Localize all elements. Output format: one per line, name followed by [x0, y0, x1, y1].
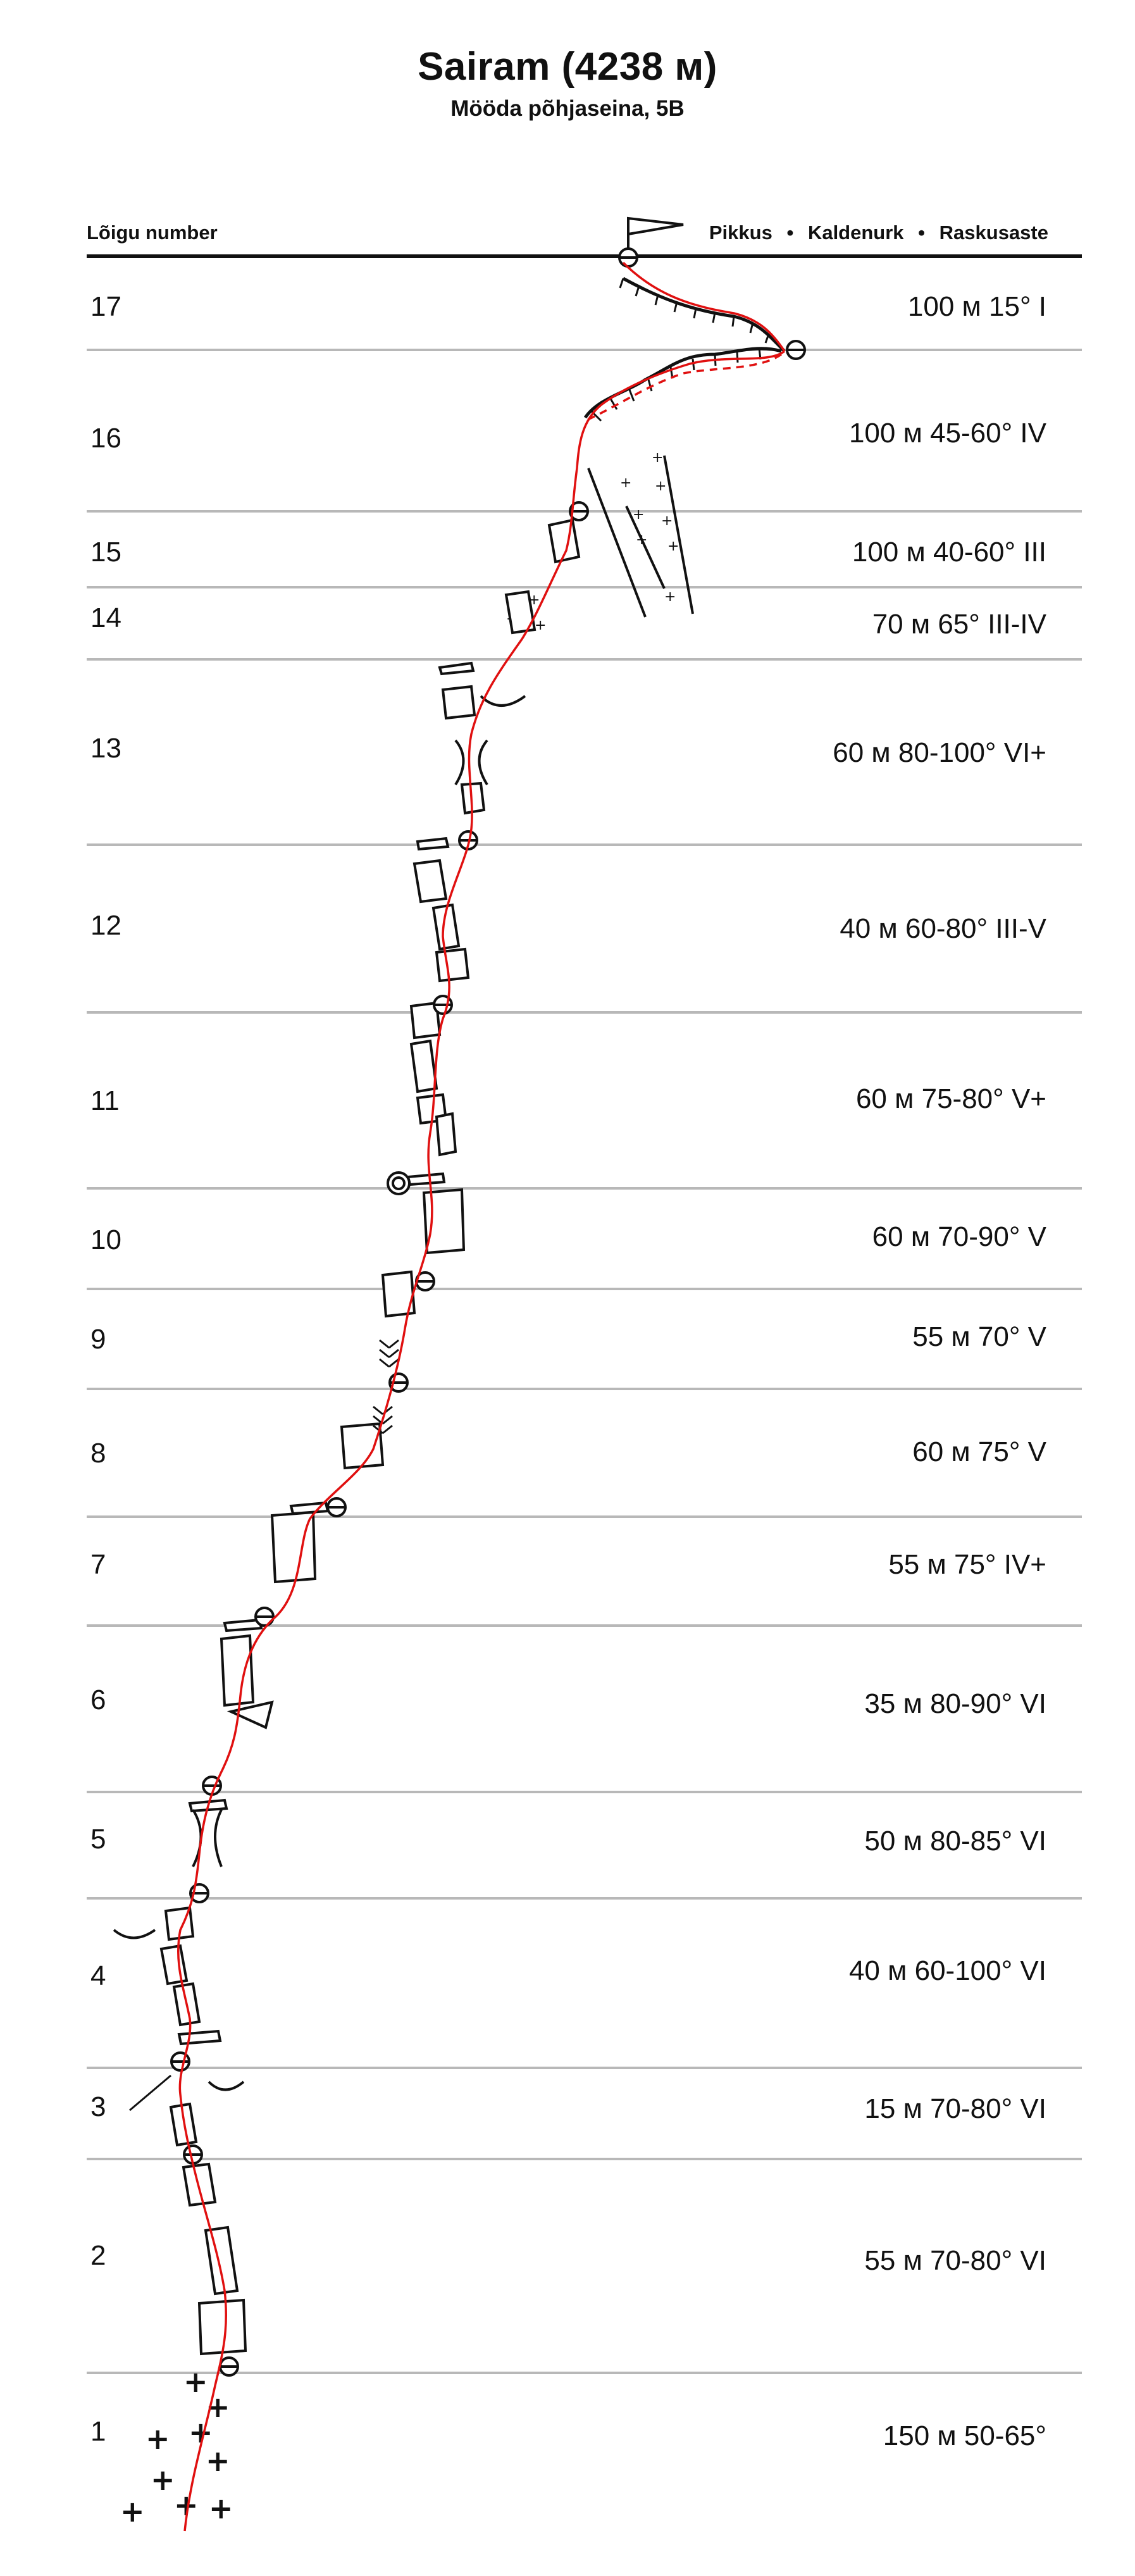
- segment-info: 150 м 50-65°: [883, 2420, 1046, 2451]
- segment-info: 50 м 80-85° VI: [864, 1826, 1046, 1857]
- svg-text:+: +: [664, 589, 676, 605]
- header-separator: •: [918, 221, 926, 244]
- bivouac-icon: [387, 1171, 411, 1195]
- segment-number: 5: [90, 1824, 106, 1855]
- belay-station-icon: [254, 1607, 275, 1627]
- segment-number: 10: [90, 1224, 121, 1255]
- svg-text:+: +: [661, 513, 673, 529]
- svg-text:+: +: [652, 450, 663, 466]
- segment-info: 100 м 45-60° IV: [848, 418, 1046, 449]
- svg-text:+: +: [636, 532, 647, 548]
- svg-text:+: +: [206, 2444, 230, 2478]
- segment-number: 16: [90, 423, 121, 454]
- svg-text:+: +: [146, 2422, 170, 2456]
- segment-info: 55 м 70-80° VI: [864, 2245, 1046, 2276]
- segment-info: 60 м 80-100° VI+: [833, 737, 1046, 768]
- svg-text:+: +: [183, 2365, 208, 2399]
- segment-info: 55 м 75° IV+: [888, 1549, 1046, 1580]
- svg-text:+: +: [535, 618, 546, 633]
- segment-number: 2: [90, 2240, 106, 2271]
- segment-number: 6: [90, 1684, 106, 1715]
- segment-info: 100 м 40-60° III: [852, 537, 1046, 568]
- segment-info: 60 м 75-80° V+: [855, 1083, 1046, 1114]
- length-header: Pikkus: [709, 221, 772, 244]
- segment-number: 1: [90, 2416, 106, 2447]
- topo-subtitle: Mööda põhjaseina, 5B: [450, 96, 685, 121]
- base-scree: +++ +++ ++ +: [120, 2365, 233, 2529]
- segment-info: 55 м 70° V: [912, 1321, 1046, 1352]
- svg-text:+: +: [120, 2494, 145, 2529]
- ice-field: [587, 455, 694, 618]
- segment-number: 12: [90, 910, 121, 941]
- belay-station-icon: [326, 1497, 347, 1517]
- svg-text:+: +: [209, 2491, 233, 2525]
- belay-station-icon: [458, 830, 478, 850]
- segment-info: 100 м 15° I: [907, 291, 1046, 322]
- route-line: [177, 261, 786, 2532]
- segment-number: 17: [90, 291, 121, 322]
- segment-number: 7: [90, 1549, 106, 1580]
- angle-header: Kaldenurk: [807, 221, 904, 244]
- belay-station-icon: [786, 340, 806, 360]
- segment-number: 11: [90, 1085, 120, 1116]
- belay-stations: [170, 247, 806, 2377]
- svg-text:+: +: [633, 507, 644, 523]
- segment-number: 15: [90, 537, 121, 568]
- svg-text:+: +: [620, 475, 631, 491]
- rock-features: [159, 518, 581, 2356]
- route-dashed: [585, 353, 783, 422]
- belay-station-icon: [170, 2051, 190, 2072]
- topo-title: Sairam (4238 м): [418, 45, 717, 89]
- segment-info: 40 м 60-80° III-V: [840, 913, 1046, 944]
- segment-number: 8: [90, 1438, 106, 1469]
- segment-info: 60 м 75° V: [912, 1436, 1046, 1467]
- summit-flag-icon: [627, 216, 684, 256]
- segment-number: 4: [90, 1960, 106, 1991]
- segment-number: 9: [90, 1324, 106, 1355]
- segment-dividers: [87, 349, 1082, 2374]
- segment-info: 40 м 60-100° VI: [848, 1955, 1046, 1986]
- overhang-marks: [113, 695, 526, 2091]
- belay-station-icon: [618, 247, 638, 268]
- segment-number: 13: [90, 733, 121, 764]
- svg-text:+: +: [667, 538, 679, 554]
- summit-ridge: [619, 277, 786, 352]
- segment-info: 35 м 80-90° VI: [864, 1688, 1046, 1719]
- crack-marks: [129, 1339, 399, 2112]
- segment-info: 15 м 70-80° VI: [864, 2093, 1046, 2124]
- svg-text:+: +: [655, 478, 666, 494]
- segment-info: 70 м 65° III-IV: [872, 609, 1046, 640]
- belay-station-icon: [219, 2356, 239, 2377]
- belay-station-icon: [569, 501, 589, 521]
- segment-number-header: Lõigu number: [87, 221, 218, 244]
- svg-text:+: +: [151, 2463, 175, 2497]
- segment-info: 60 м 70-90° V: [872, 1221, 1046, 1252]
- header-separator: •: [786, 221, 794, 244]
- segment-number: 3: [90, 2091, 106, 2122]
- difficulty-header: Raskusaste: [939, 221, 1048, 244]
- segment-info-header: Pikkus • Kaldenurk • Raskusaste: [709, 221, 1048, 244]
- segment-number: 14: [90, 602, 121, 633]
